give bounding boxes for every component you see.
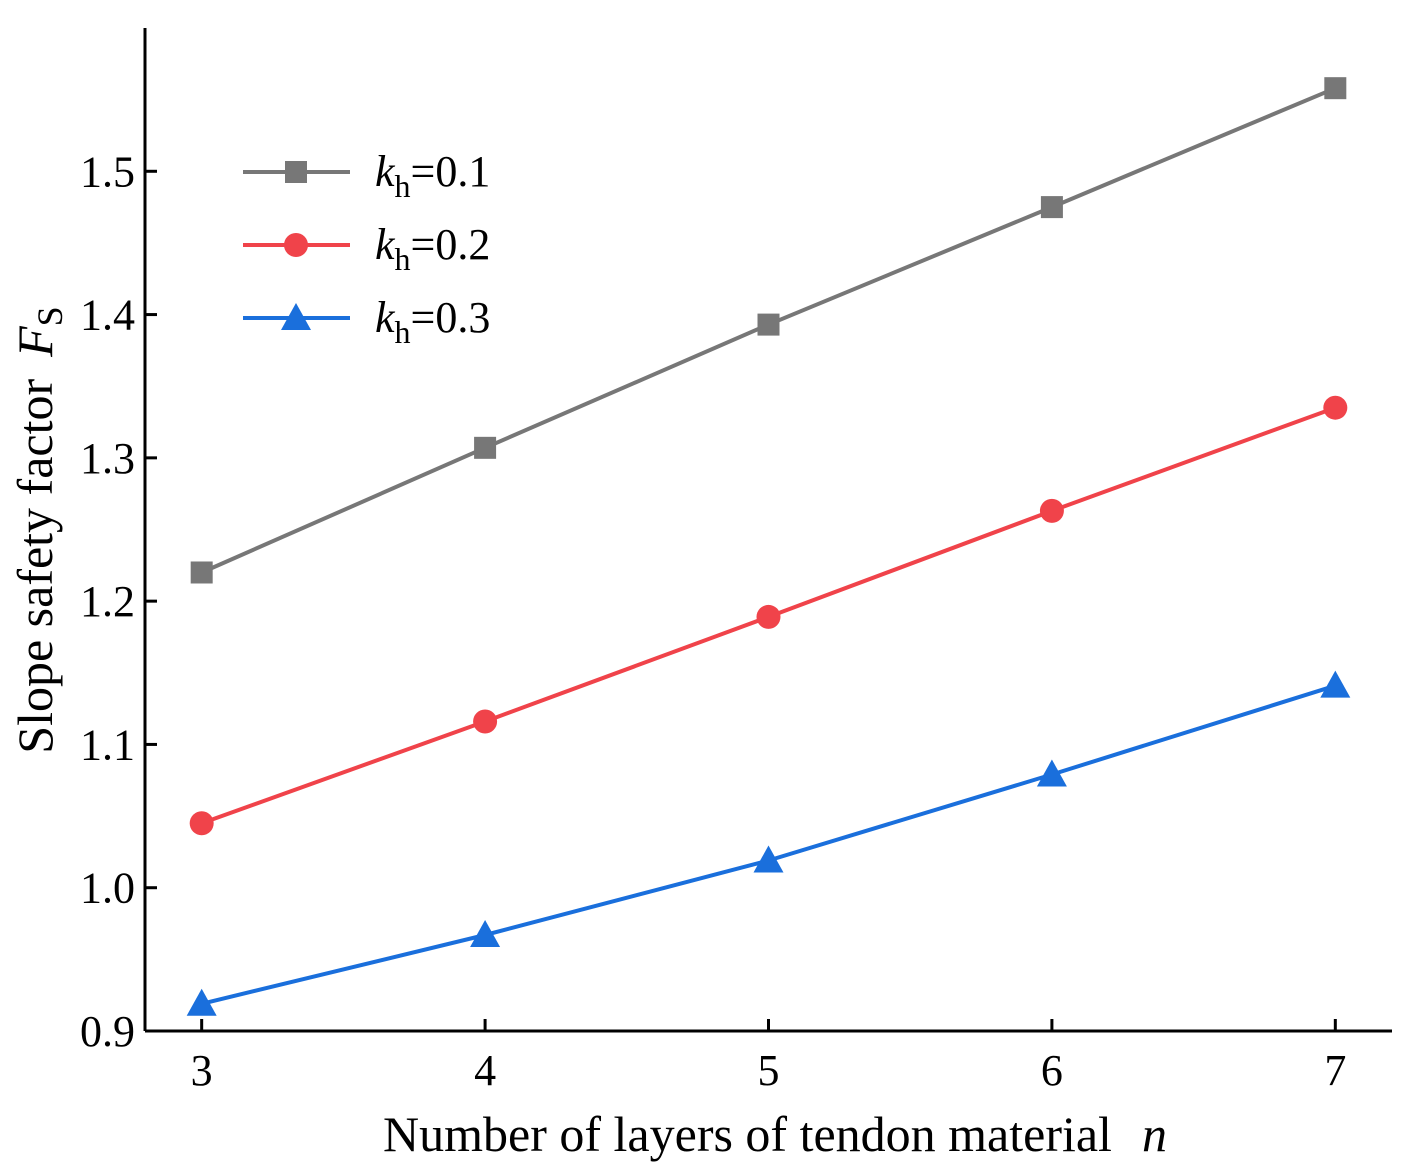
x-tick-label: 7 bbox=[1324, 1046, 1346, 1095]
x-tick-label: 6 bbox=[1041, 1046, 1063, 1095]
data-point bbox=[756, 604, 781, 629]
y-tick-label: 1.0 bbox=[80, 864, 135, 913]
legend-marker bbox=[285, 161, 307, 183]
x-tick-label: 3 bbox=[191, 1046, 213, 1095]
legend-label: kh=0.2 bbox=[375, 220, 490, 277]
y-tick-label: 1.1 bbox=[80, 720, 135, 769]
axes: 3 4 5 6 7 0.9 1.0 1.1 1.2 1.3 1.4 1.5 bbox=[80, 28, 1392, 1095]
y-tick-label: 1.5 bbox=[80, 147, 135, 196]
data-point bbox=[1036, 759, 1067, 787]
data-point bbox=[186, 988, 217, 1016]
data-point bbox=[473, 709, 498, 734]
plot-area bbox=[186, 77, 1351, 1016]
data-point bbox=[1324, 77, 1347, 100]
data-point bbox=[190, 561, 213, 584]
data-point bbox=[1320, 670, 1351, 698]
data-point bbox=[470, 919, 501, 947]
y-tick-label: 0.9 bbox=[80, 1007, 135, 1056]
series-line bbox=[201, 683, 1336, 1006]
y-axis-label: Slope safety factorFS bbox=[7, 306, 70, 753]
data-point bbox=[474, 436, 497, 459]
series-2 bbox=[189, 395, 1348, 836]
data-point bbox=[1323, 395, 1348, 420]
legend-entry-1: kh=0.1 bbox=[243, 147, 490, 204]
x-tick-label: 5 bbox=[758, 1046, 780, 1095]
legend-entry-3: kh=0.3 bbox=[243, 293, 490, 350]
y-tick-label: 1.2 bbox=[80, 577, 135, 626]
legend-entry-2: kh=0.2 bbox=[243, 220, 490, 277]
data-point bbox=[753, 845, 784, 873]
y-tick-label: 1.4 bbox=[80, 291, 135, 340]
legend: kh=0.1 kh=0.2 kh=0.3 bbox=[243, 147, 490, 350]
y-tick-label: 1.3 bbox=[80, 434, 135, 483]
series-3 bbox=[186, 670, 1351, 1016]
x-axis-label: Number of layers of tendon material n bbox=[383, 1106, 1167, 1162]
x-tick-label: 4 bbox=[474, 1046, 496, 1095]
legend-marker bbox=[281, 303, 311, 330]
data-point bbox=[189, 811, 214, 836]
legend-label: kh=0.1 bbox=[375, 147, 490, 204]
data-point bbox=[1039, 498, 1064, 523]
series-1 bbox=[190, 77, 1347, 584]
legend-marker bbox=[284, 233, 308, 257]
data-point bbox=[1040, 196, 1063, 219]
legend-label: kh=0.3 bbox=[375, 293, 490, 350]
data-point bbox=[757, 313, 780, 336]
